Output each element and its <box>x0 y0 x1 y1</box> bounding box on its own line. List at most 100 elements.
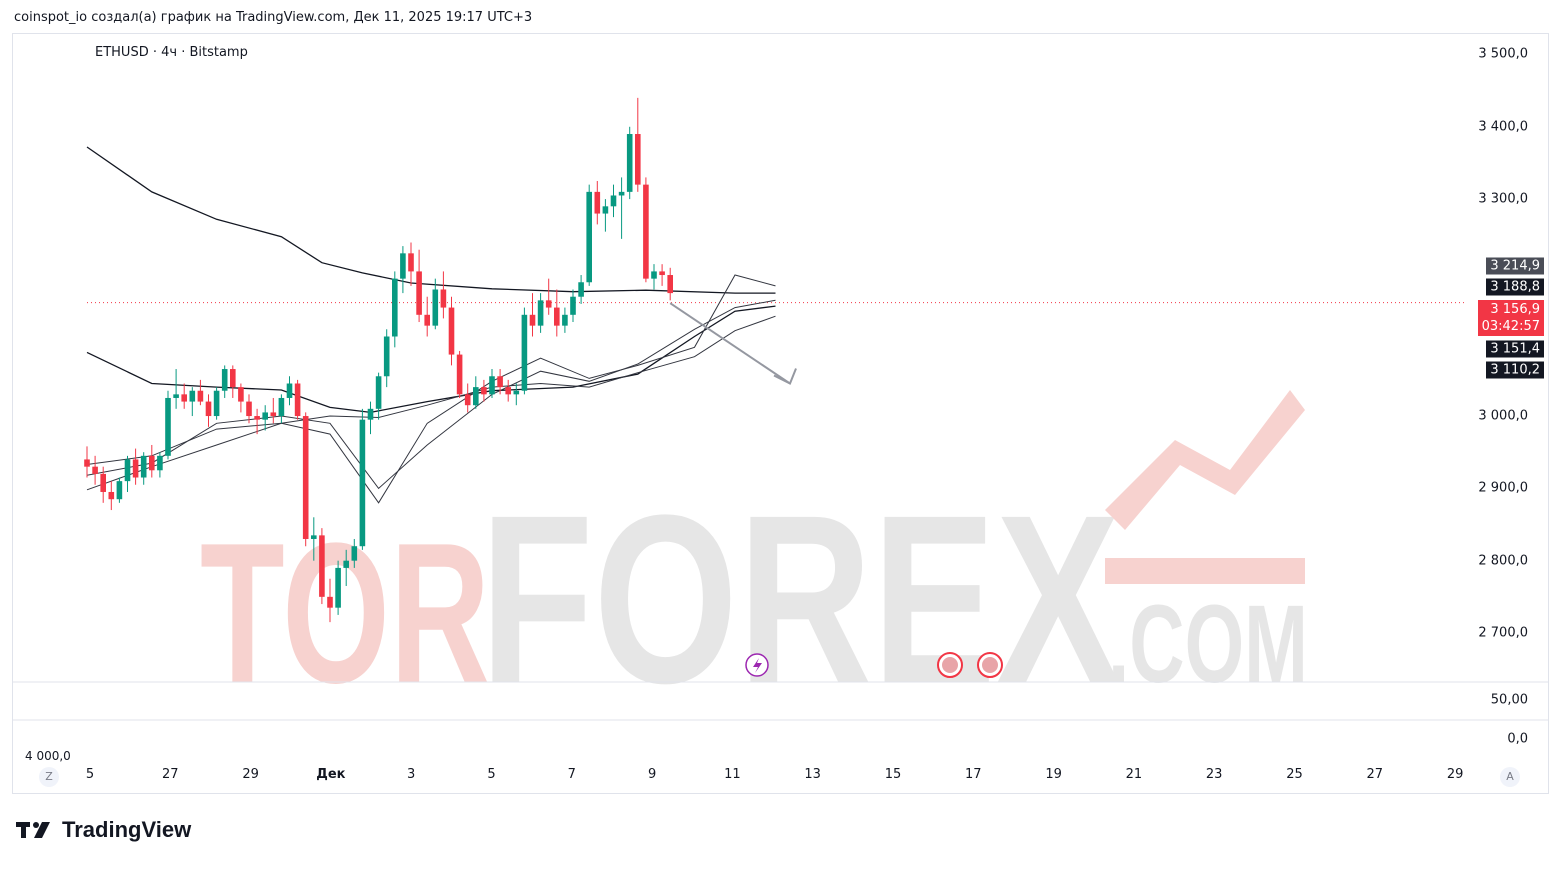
sub-axis-top: 50,00 <box>1490 692 1528 708</box>
time-axis-label: 5 <box>487 767 496 782</box>
candle-body <box>327 596 333 608</box>
candle-body <box>667 275 673 294</box>
zoom-button[interactable]: Z <box>39 767 59 787</box>
current-price-tag: 3 156,9 03:42:57 <box>1477 300 1544 336</box>
candle-body <box>643 184 649 279</box>
chart-attribution: coinspot_io создал(а) график на TradingV… <box>14 10 533 25</box>
forecast-arrowhead-icon <box>773 368 797 385</box>
tradingview-logo[interactable]: TradingView <box>16 817 191 843</box>
tradingview-logo-icon <box>16 822 50 838</box>
candle-body <box>529 314 536 326</box>
candle-body <box>456 354 463 395</box>
candle-body <box>238 387 244 402</box>
time-axis-label: 13 <box>804 767 821 782</box>
candle-body <box>594 191 601 214</box>
candle-body <box>481 387 487 395</box>
candle-body <box>359 419 366 547</box>
price-axis-tick: 3 400,0 <box>1478 119 1528 135</box>
candle-body <box>618 191 625 196</box>
candle-body <box>554 307 560 326</box>
candle-body <box>124 459 131 482</box>
candle-body <box>286 383 293 398</box>
candle-body <box>602 206 609 214</box>
price-axis-tick: 3 500,0 <box>1478 46 1528 62</box>
sub-panel-label: 4 000,0 <box>25 749 71 763</box>
moving-average-line <box>86 315 776 491</box>
candle-body <box>578 282 584 297</box>
us-flag-icon <box>942 657 958 673</box>
candle-body <box>278 397 285 417</box>
time-axis-label: 3 <box>407 767 416 782</box>
candle-body <box>626 134 633 192</box>
time-axis-label: 9 <box>647 767 657 782</box>
candle-body <box>424 314 430 326</box>
price-axis-tick: 3 300,0 <box>1478 191 1528 207</box>
candle-body <box>440 289 447 308</box>
candle-body <box>108 491 115 500</box>
candle-body <box>173 394 179 398</box>
current-price: 3 156,9 <box>1490 302 1540 317</box>
lightning-icon <box>753 658 762 673</box>
moving-average-line <box>86 305 776 414</box>
candle-body <box>132 459 139 478</box>
candle-body <box>375 376 382 409</box>
candle-body <box>448 307 455 355</box>
us-flag-icon <box>982 657 998 673</box>
candle-body <box>562 314 568 326</box>
auto-scale-button[interactable]: A <box>1500 767 1520 787</box>
candle-body <box>197 390 204 402</box>
candle-body <box>464 394 471 406</box>
time-axis-label: 23 <box>1205 767 1223 782</box>
candle-body <box>570 296 576 315</box>
candle-body <box>367 408 374 420</box>
candle-body <box>157 455 163 471</box>
symbol-info[interactable]: ETHUSD · 4ч · Bitstamp <box>95 45 248 60</box>
time-axis-label: 11 <box>724 767 741 782</box>
candle-body <box>392 278 398 337</box>
candle-body <box>181 394 187 402</box>
price-tag-2: 3 188,8 <box>1486 278 1544 296</box>
candle-body <box>383 336 390 377</box>
candle-body <box>408 253 414 272</box>
candle-body <box>221 369 228 391</box>
time-axis-label: 21 <box>1125 767 1143 782</box>
forecast-arrow-icon <box>669 302 791 385</box>
time-axis-label: 27 <box>1366 767 1384 782</box>
candle-body <box>505 387 511 395</box>
candle-body <box>659 271 665 276</box>
candle-body <box>432 289 439 326</box>
candle-body <box>140 455 147 478</box>
candle-body <box>84 459 90 467</box>
candle-body <box>545 300 552 308</box>
moving-average-line <box>86 146 776 294</box>
chart-panel[interactable] <box>12 33 1549 794</box>
candle-body <box>489 376 495 395</box>
candle-body <box>116 481 123 500</box>
moving-average-line <box>86 274 776 504</box>
candle-body <box>319 535 325 597</box>
candle-body <box>230 369 236 388</box>
time-axis-label: 19 <box>1045 767 1062 782</box>
candle-body <box>100 473 106 492</box>
price-axis-tick: 2 700,0 <box>1478 625 1528 641</box>
candle-body <box>270 412 277 417</box>
sub-axis-bottom: 0,0 <box>1507 731 1528 747</box>
price-tag-3: 3 151,4 <box>1486 340 1544 358</box>
candle-body <box>92 466 98 474</box>
price-axis-tick: 3 000,0 <box>1478 408 1528 424</box>
bar-countdown: 03:42:57 <box>1481 319 1540 334</box>
candle-body <box>189 390 196 402</box>
candle-body <box>537 300 544 326</box>
candle-body <box>351 546 358 561</box>
time-axis-label: Дек <box>316 767 346 782</box>
time-axis-label: 27 <box>162 767 179 782</box>
candle-body <box>335 567 341 608</box>
price-tag-1: 3 214,9 <box>1486 257 1544 275</box>
price-tag-4: 3 110,2 <box>1486 361 1544 379</box>
price-axis-tick: 2 800,0 <box>1478 553 1528 569</box>
time-axis-label: 25 <box>1286 767 1303 782</box>
candle-body <box>294 383 301 417</box>
time-axis-label: 7 <box>567 767 576 782</box>
candle-body <box>497 376 503 388</box>
